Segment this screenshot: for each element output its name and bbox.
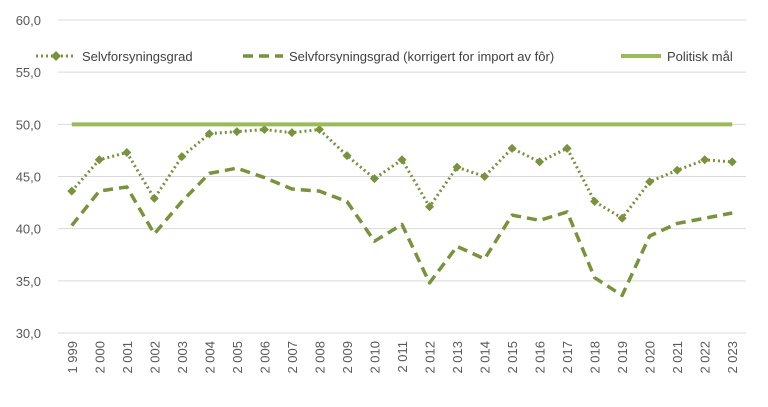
x-tick-label: 2 004 [202,341,217,374]
data-point-diamond [452,162,462,172]
y-tick-label: 30,0 [16,326,41,341]
data-point-diamond [397,155,407,165]
x-tick-label: 2 008 [312,341,327,374]
x-axis-ticks: 1 999 2 000 2 001 2 002 2 003 2 004 2 005 2 006… [65,341,740,374]
x-tick-label: 2 005 [230,341,245,374]
x-tick-label: 2 011 [395,341,410,373]
x-tick-label: 2 014 [478,341,493,374]
data-point-diamond [480,172,490,181]
data-point-diamond [67,186,77,196]
x-tick-label: 2 016 [533,341,548,374]
data-point-diamond [645,177,655,187]
y-tick-label: 40,0 [16,222,41,237]
x-tick-label: 2 018 [588,341,603,374]
y-tick-label: 55,0 [16,65,41,80]
data-point-diamond [287,128,297,138]
x-tick-label: 2 019 [615,341,630,374]
x-tick-label: 2 007 [285,341,300,374]
legend-item-korrigert: Selvforsyningsgrad (korrigert for import… [243,49,554,64]
x-tick-label: 2 021 [670,341,685,374]
legend-label: Politisk mål [667,49,733,64]
y-tick-label: 50,0 [16,117,41,132]
legend: Selvforsyningsgrad Selvforsyningsgrad (k… [36,49,733,64]
data-point-diamond [177,152,187,162]
data-point-diamond [342,151,352,161]
y-tick-label: 45,0 [16,170,41,185]
data-point-diamond [122,148,132,158]
x-tick-label: 2 010 [367,341,382,374]
gridlines [58,19,746,334]
y-tick-label: 35,0 [16,274,41,289]
y-axis-ticks: 30,0 35,0 40,0 45,0 50,0 55,0 60,0 [16,13,41,341]
x-tick-label: 2 000 [92,341,107,374]
data-point-diamond [232,127,242,137]
data-point-diamond [562,143,572,153]
data-point-diamond [590,197,600,207]
x-tick-label: 2 022 [698,341,713,374]
x-tick-label: 2 013 [450,341,465,374]
y-tick-label: 60,0 [16,13,41,28]
data-point-diamond [535,157,545,167]
x-tick-label: 2 006 [257,341,272,374]
x-tick-label: 2 009 [340,341,355,374]
x-tick-label: 2 017 [560,341,575,374]
x-tick-label: 1 999 [65,341,80,374]
legend-marker-diamond [51,51,61,61]
data-point-diamond [204,129,214,139]
data-point-diamond [727,157,737,167]
series-layer [67,122,737,298]
data-point-diamond [507,143,517,153]
data-point-diamond [700,155,710,165]
data-point-diamond [617,213,627,223]
series-line-0 [70,128,733,220]
data-point-diamond [149,193,159,203]
x-tick-label: 2 002 [147,341,162,374]
legend-label: Selvforsyningsgrad [82,49,193,64]
series-line-1 [70,166,733,298]
data-point-diamond [259,125,269,135]
x-tick-label: 2 012 [423,341,438,374]
data-point-diamond [94,155,104,165]
data-point-diamond [672,165,682,175]
data-point-diamond [314,125,324,135]
legend-item-selvforsyningsgrad: Selvforsyningsgrad [36,49,193,64]
x-tick-label: 2 023 [725,341,740,374]
data-point-diamond [369,174,379,184]
x-tick-label: 2 003 [175,341,190,374]
x-tick-label: 2 020 [643,341,658,374]
legend-label: Selvforsyningsgrad (korrigert for import… [289,49,554,64]
data-point-diamond [425,202,435,212]
x-tick-label: 2 015 [505,341,520,374]
x-tick-label: 2 001 [120,341,135,374]
legend-item-politisk-mal: Politisk mål [621,49,733,64]
